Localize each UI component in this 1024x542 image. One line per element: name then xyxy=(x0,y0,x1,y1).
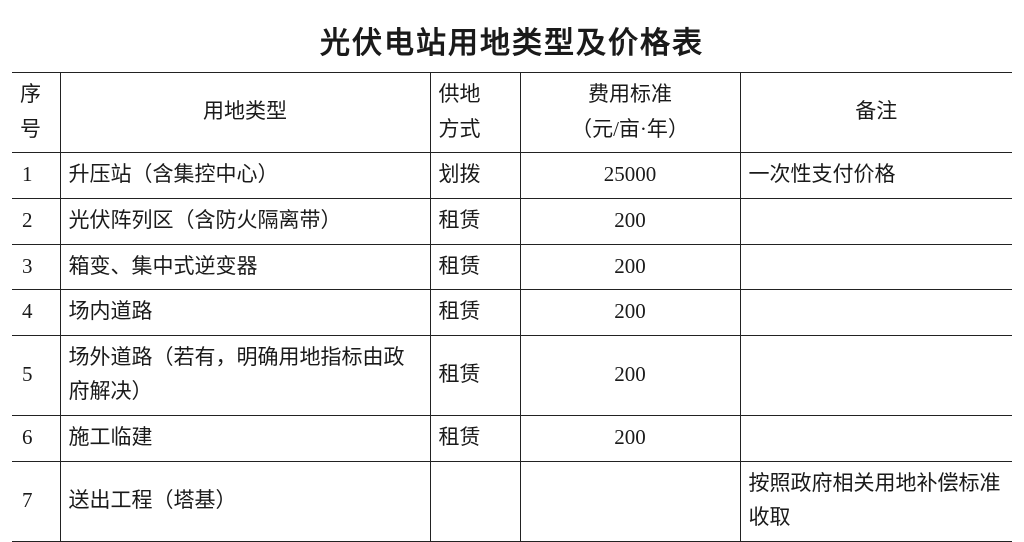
cell-type: 光伏阵列区（含防火隔离带） xyxy=(60,198,430,244)
col-header-type: 用地类型 xyxy=(60,73,430,153)
col-header-remark: 备注 xyxy=(740,73,1012,153)
cell-index: 1 xyxy=(12,153,60,199)
cell-mode xyxy=(430,461,520,541)
page-title: 光伏电站用地类型及价格表 xyxy=(12,18,1012,62)
cell-remark: 一次性支付价格 xyxy=(740,153,1012,199)
cell-remark xyxy=(740,198,1012,244)
cell-mode: 租赁 xyxy=(430,290,520,336)
cell-remark xyxy=(740,416,1012,462)
page: 光伏电站用地类型及价格表 序 号 用地类型 供地 方式 xyxy=(0,0,1024,542)
cell-type: 场内道路 xyxy=(60,290,430,336)
cell-mode: 租赁 xyxy=(430,244,520,290)
cell-remark xyxy=(740,290,1012,336)
cell-type: 送出工程（塔基） xyxy=(60,461,430,541)
cell-remark xyxy=(740,335,1012,415)
table-row: 4 场内道路 租赁 200 xyxy=(12,290,1012,336)
land-price-table: 序 号 用地类型 供地 方式 费用标准 （元/亩·年） xyxy=(12,72,1012,542)
table-row: 1 升压站（含集控中心） 划拨 25000 一次性支付价格 xyxy=(12,153,1012,199)
cell-fee: 200 xyxy=(520,290,740,336)
cell-fee: 200 xyxy=(520,244,740,290)
table-row: 5 场外道路（若有，明确用地指标由政府解决） 租赁 200 xyxy=(12,335,1012,415)
cell-type: 施工临建 xyxy=(60,416,430,462)
col-header-fee: 费用标准 （元/亩·年） xyxy=(520,73,740,153)
col-header-index: 序 号 xyxy=(12,73,60,153)
cell-type: 场外道路（若有，明确用地指标由政府解决） xyxy=(60,335,430,415)
cell-mode: 租赁 xyxy=(430,198,520,244)
cell-index: 7 xyxy=(12,461,60,541)
table-row: 7 送出工程（塔基） 按照政府相关用地补偿标准收取 xyxy=(12,461,1012,541)
col-header-mode: 供地 方式 xyxy=(430,73,520,153)
cell-fee xyxy=(520,461,740,541)
table-row: 2 光伏阵列区（含防火隔离带） 租赁 200 xyxy=(12,198,1012,244)
table-row: 3 箱变、集中式逆变器 租赁 200 xyxy=(12,244,1012,290)
table-body: 1 升压站（含集控中心） 划拨 25000 一次性支付价格 2 光伏阵列区（含防… xyxy=(12,153,1012,542)
cell-index: 4 xyxy=(12,290,60,336)
cell-index: 2 xyxy=(12,198,60,244)
cell-fee: 25000 xyxy=(520,153,740,199)
cell-mode: 租赁 xyxy=(430,335,520,415)
cell-fee: 200 xyxy=(520,198,740,244)
cell-remark xyxy=(740,244,1012,290)
cell-fee: 200 xyxy=(520,335,740,415)
cell-remark: 按照政府相关用地补偿标准收取 xyxy=(740,461,1012,541)
cell-index: 3 xyxy=(12,244,60,290)
table-row: 6 施工临建 租赁 200 xyxy=(12,416,1012,462)
cell-index: 5 xyxy=(12,335,60,415)
cell-mode: 租赁 xyxy=(430,416,520,462)
cell-type: 升压站（含集控中心） xyxy=(60,153,430,199)
cell-type: 箱变、集中式逆变器 xyxy=(60,244,430,290)
cell-fee: 200 xyxy=(520,416,740,462)
cell-index: 6 xyxy=(12,416,60,462)
cell-mode: 划拨 xyxy=(430,153,520,199)
table-header-row: 序 号 用地类型 供地 方式 费用标准 （元/亩·年） xyxy=(12,73,1012,153)
